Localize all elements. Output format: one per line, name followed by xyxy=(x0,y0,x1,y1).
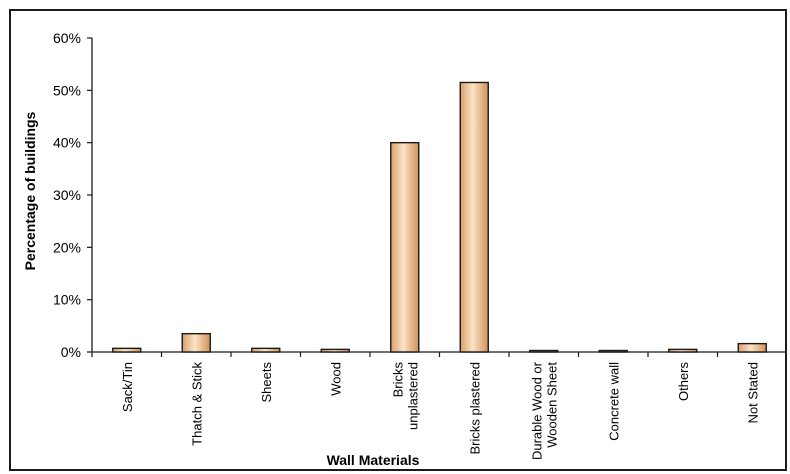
y-axis-title: Percentage of buildings xyxy=(22,111,38,270)
bar-chart: 0% 10% 20% 30% 40% 50% 60% Sack/Tin Thatch & St… xyxy=(22,30,788,468)
x-tick-label-line: Wooden Sheet xyxy=(544,362,559,448)
x-tick-label: Bricks plastered xyxy=(467,362,482,454)
x-tick-label-line: Bricks xyxy=(390,362,405,398)
x-tick-labels: Sack/Tin Thatch & Stick Sheets Wood Bricks un… xyxy=(120,361,761,460)
y-tick-label: 30% xyxy=(53,187,81,203)
x-tick-label-line: Others xyxy=(676,362,691,402)
x-tick-label-line: Thatch & Stick xyxy=(189,362,204,446)
bar xyxy=(181,332,211,353)
bar xyxy=(737,342,767,353)
axes xyxy=(87,37,788,357)
bar xyxy=(459,81,489,353)
x-tick-label-line: Sheets xyxy=(259,362,274,403)
bar xyxy=(529,349,559,353)
bars xyxy=(112,81,767,353)
y-tick-label: 10% xyxy=(53,292,81,308)
x-tick-label: Bricks unplastered xyxy=(390,362,420,430)
x-tick-label-line: Sack/Tin xyxy=(120,362,135,412)
x-tick-label: Sheets xyxy=(259,362,274,403)
y-tick-label: 40% xyxy=(53,135,81,151)
x-tick-label: Sack/Tin xyxy=(120,362,135,412)
x-tick-label-line: Not Stated xyxy=(745,362,760,423)
x-tick-label-line: Wood xyxy=(328,362,343,396)
x-tick-label: Durable Wood or Wooden Sheet xyxy=(529,361,559,460)
y-tick-label: 50% xyxy=(53,82,81,98)
y-tick-labels: 0% 10% 20% 30% 40% 50% 60% xyxy=(53,30,81,360)
x-tick-label: Others xyxy=(676,362,691,402)
y-tick-label: 60% xyxy=(53,30,81,46)
x-tick-label: Concrete wall xyxy=(606,362,621,441)
x-tick-label-line: unplastered xyxy=(405,362,420,430)
x-tick-label: Not Stated xyxy=(745,362,760,423)
x-tick-label: Thatch & Stick xyxy=(189,362,204,446)
y-tick-label: 0% xyxy=(61,344,81,360)
bar xyxy=(251,347,281,353)
x-tick-label-line: Bricks plastered xyxy=(467,362,482,454)
bar xyxy=(668,348,698,353)
x-axis-title: Wall Materials xyxy=(327,452,420,468)
y-tick-label: 20% xyxy=(53,239,81,255)
x-tick-label-line: Concrete wall xyxy=(606,362,621,441)
x-tick-label-line: Durable Wood or xyxy=(529,361,544,460)
bar xyxy=(598,349,628,353)
bar xyxy=(112,347,142,353)
bar xyxy=(390,141,420,353)
bar xyxy=(320,348,350,353)
x-tick-label: Wood xyxy=(328,362,343,396)
chart-frame: 0% 10% 20% 30% 40% 50% 60% Sack/Tin Thatch & St… xyxy=(9,9,788,471)
